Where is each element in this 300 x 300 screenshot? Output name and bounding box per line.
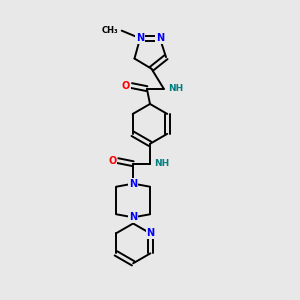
Text: O: O: [122, 81, 130, 91]
Text: N: N: [156, 33, 164, 43]
Text: N: N: [129, 212, 137, 222]
Text: NH: NH: [154, 159, 170, 168]
Text: N: N: [136, 33, 144, 43]
Text: N: N: [146, 228, 154, 239]
Text: N: N: [129, 178, 137, 189]
Text: NH: NH: [168, 84, 184, 93]
Text: O: O: [108, 156, 116, 166]
Text: CH₃: CH₃: [102, 26, 119, 35]
